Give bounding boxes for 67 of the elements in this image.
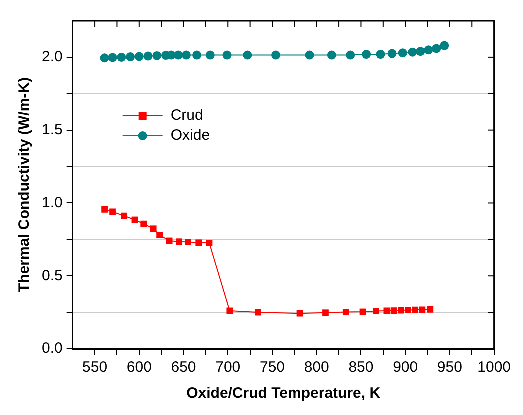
- point: [427, 306, 434, 313]
- point: [322, 310, 329, 316]
- point: [390, 308, 398, 314]
- point: [424, 46, 434, 55]
- point: [156, 232, 163, 238]
- point: [110, 208, 116, 216]
- point: [134, 52, 144, 62]
- point: [305, 50, 314, 60]
- x-tick-label: 950: [437, 359, 462, 376]
- point: [405, 307, 412, 314]
- point: [296, 310, 304, 317]
- point: [398, 307, 404, 314]
- x-tick-label: 650: [171, 359, 196, 376]
- point: [192, 50, 202, 60]
- y-tick-label: 1.0: [42, 194, 63, 212]
- point: [416, 47, 426, 56]
- point: [121, 212, 128, 220]
- y-tick-label: 2.0: [42, 48, 63, 66]
- point: [185, 239, 192, 246]
- x-tick-label: 800: [304, 359, 330, 376]
- point: [152, 51, 162, 60]
- legend-label: Oxide: [170, 127, 210, 144]
- point: [176, 238, 183, 246]
- point: [398, 48, 408, 58]
- point: [126, 52, 136, 62]
- point: [408, 48, 418, 57]
- point: [100, 54, 110, 63]
- legend-label: Crud: [170, 107, 204, 124]
- point: [174, 50, 183, 60]
- point: [222, 50, 232, 60]
- point: [226, 308, 234, 314]
- x-tick-label: 1000: [478, 359, 512, 376]
- point: [196, 240, 202, 246]
- point: [150, 226, 157, 232]
- y-tick-label: 0.0: [42, 340, 63, 358]
- point: [373, 308, 380, 314]
- point: [206, 240, 213, 246]
- x-axis-title: Oxide/Crud Temperature, K: [186, 385, 381, 402]
- point: [342, 309, 350, 316]
- point: [255, 309, 262, 316]
- point: [346, 50, 356, 60]
- point: [388, 49, 397, 58]
- point: [362, 50, 372, 60]
- point: [419, 306, 426, 314]
- point: [144, 52, 153, 61]
- point: [140, 220, 148, 228]
- y-tick-label: 0.5: [42, 267, 63, 284]
- point: [327, 50, 336, 60]
- x-tick-label: 700: [216, 359, 241, 376]
- point: [206, 50, 215, 60]
- y-tick-label: 1.5: [42, 121, 63, 138]
- x-tick-label: 600: [126, 359, 152, 376]
- point: [117, 52, 126, 62]
- point: [243, 50, 252, 60]
- x-tick-label: 850: [348, 359, 374, 376]
- x-tick-label: 550: [82, 359, 108, 376]
- x-tick-label: 900: [393, 359, 418, 376]
- x-tick-label: 750: [260, 359, 286, 376]
- point: [376, 50, 386, 60]
- point: [412, 306, 419, 314]
- point: [432, 44, 442, 54]
- point: [182, 50, 191, 60]
- point: [108, 53, 118, 62]
- point: [102, 206, 108, 213]
- point: [440, 41, 450, 50]
- point: [272, 50, 281, 60]
- y-axis-title: Thermal Conductivity (W/m-K): [16, 77, 34, 293]
